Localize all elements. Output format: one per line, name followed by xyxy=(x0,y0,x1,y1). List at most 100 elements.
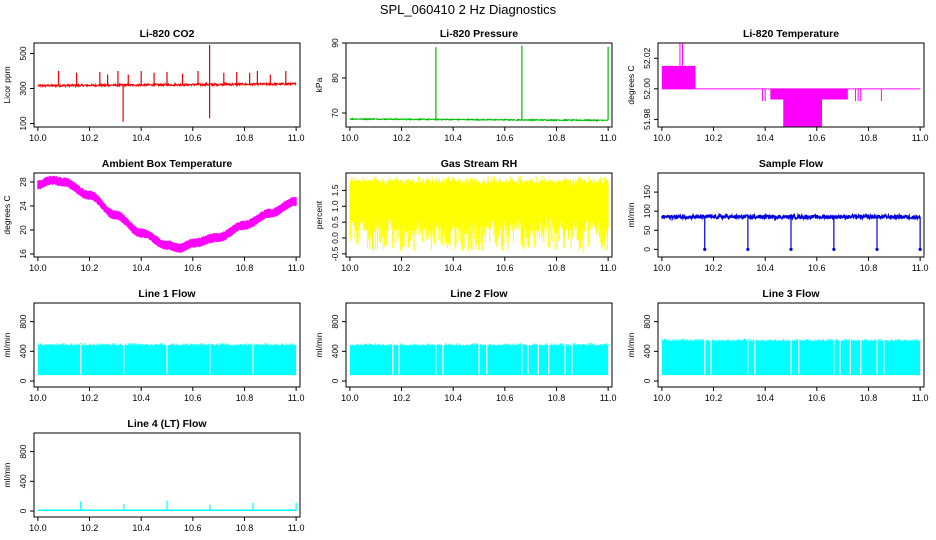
y-tick-label: 500 xyxy=(18,46,28,60)
chart-title: Gas Stream RH xyxy=(441,158,517,170)
x-tick-label: 11.0 xyxy=(288,523,305,533)
x-tick-label: 11.0 xyxy=(288,393,305,403)
x-tick-label: 10.2 xyxy=(705,133,723,143)
y-tick-label: 80 xyxy=(330,73,340,83)
y-tick-label: 1.0 xyxy=(330,200,340,212)
x-tick-label: 10.4 xyxy=(132,523,150,533)
y-tick-label: 0 xyxy=(642,247,652,252)
step-block xyxy=(783,99,822,127)
x-tick-label: 10.0 xyxy=(29,523,47,533)
x-axis: 10.0 10.2 10.4 10.6 10.8 11.0 xyxy=(341,127,617,143)
x-tick-label: 11.0 xyxy=(912,263,929,273)
x-tick-label: 10.4 xyxy=(132,133,150,143)
x-tick-label: 10.8 xyxy=(236,263,254,273)
plot-frame xyxy=(345,302,613,388)
dip-point xyxy=(703,247,707,251)
x-tick-label: 10.4 xyxy=(756,133,774,143)
x-axis: 10.0 10.2 10.4 10.6 10.8 11.0 xyxy=(341,387,617,403)
plot-frame xyxy=(33,42,301,128)
y-tick-label: 150 xyxy=(642,185,652,199)
x-tick-label: 10.4 xyxy=(444,133,462,143)
x-tick-label: 10.4 xyxy=(444,393,462,403)
y-tick-label: 0 xyxy=(18,378,28,383)
y-tick-label: 800 xyxy=(18,444,28,458)
y-tick-label: 24 xyxy=(18,201,28,211)
x-tick-label: 10.2 xyxy=(81,263,99,273)
data-series xyxy=(37,175,297,253)
dip-point xyxy=(832,247,836,251)
x-axis: 10.0 10.2 10.4 10.6 10.8 11.0 xyxy=(653,387,929,403)
x-tick-label: 10.8 xyxy=(236,133,254,143)
plot-frame xyxy=(657,42,925,128)
chart-panel-4: Ambient Box Temperature degrees C 10.0 10.2… xyxy=(2,158,305,273)
x-tick-label: 10.2 xyxy=(393,393,411,403)
x-tick-label: 10.0 xyxy=(341,393,359,403)
x-tick-label: 10.0 xyxy=(653,133,671,143)
y-tick-label: 28 xyxy=(18,177,28,187)
x-tick-label: 11.0 xyxy=(288,263,305,273)
y-axis-label: degrees C xyxy=(2,195,12,234)
y-tick-label: 800 xyxy=(642,314,652,328)
x-tick-label: 11.0 xyxy=(912,393,929,403)
chart-title: Line 1 Flow xyxy=(138,288,196,300)
y-axis-label: percent xyxy=(314,200,324,229)
dip-point xyxy=(918,247,922,251)
chart-panel-6: Sample Flow ml/min 10.0 10.2 10.4 10.6 10.8 11.… xyxy=(626,158,929,273)
chart-title: Li-820 CO2 xyxy=(140,28,195,40)
chart-title: Li-820 Temperature xyxy=(743,28,839,40)
y-axis: 0 400 800 xyxy=(330,314,346,383)
plot-frame xyxy=(33,302,301,388)
x-tick-label: 11.0 xyxy=(288,133,305,143)
x-tick-label: 10.4 xyxy=(132,263,150,273)
chart-title: Line 3 Flow xyxy=(762,288,820,300)
y-axis-label: degrees C xyxy=(626,65,636,104)
step-block xyxy=(661,65,696,89)
y-tick-label: 300 xyxy=(18,81,28,95)
x-tick-label: 10.8 xyxy=(548,133,566,143)
y-tick-label: 0 xyxy=(642,378,652,383)
series-line xyxy=(349,117,609,122)
y-tick-label: -0.5 xyxy=(330,246,340,261)
x-tick-label: 10.6 xyxy=(184,523,202,533)
y-tick-label: 50 xyxy=(642,225,652,235)
x-tick-label: 10.2 xyxy=(81,393,99,403)
y-tick-label: 1.5 xyxy=(330,184,340,196)
x-tick-label: 10.0 xyxy=(341,263,359,273)
data-series xyxy=(661,43,921,127)
x-axis: 10.0 10.2 10.4 10.6 10.8 11.0 xyxy=(29,257,305,273)
x-tick-label: 11.0 xyxy=(912,133,929,143)
y-axis: 0 400 800 xyxy=(642,314,658,383)
y-axis: 100 300 500 xyxy=(18,46,34,131)
x-tick-label: 10.8 xyxy=(236,523,254,533)
x-tick-label: 10.2 xyxy=(393,133,411,143)
x-tick-label: 10.8 xyxy=(548,393,566,403)
y-axis-label: ml/min xyxy=(2,462,12,487)
x-tick-label: 10.8 xyxy=(860,133,878,143)
x-tick-label: 10.6 xyxy=(184,393,202,403)
y-axis: 0 400 800 xyxy=(18,444,34,513)
chart-panel-3: Li-820 Temperature degrees C 10.0 10.2 10.4 1… xyxy=(626,28,929,143)
x-tick-label: 10.0 xyxy=(653,263,671,273)
x-tick-label: 11.0 xyxy=(600,263,617,273)
x-tick-label: 10.2 xyxy=(705,393,723,403)
y-axis-label: ml/min xyxy=(626,332,636,357)
y-tick-label: 51.98 xyxy=(642,108,652,130)
x-tick-label: 10.6 xyxy=(808,263,826,273)
y-axis: -0.5 0.0 0.5 1.0 1.5 xyxy=(330,184,346,261)
x-axis: 10.0 10.2 10.4 10.6 10.8 11.0 xyxy=(29,517,305,533)
chart-title: Ambient Box Temperature xyxy=(102,158,233,170)
y-tick-label: 0 xyxy=(330,378,340,383)
plot-frame xyxy=(345,172,613,258)
y-axis-label: kPa xyxy=(314,77,324,92)
plot-frame xyxy=(657,302,925,388)
x-tick-label: 11.0 xyxy=(600,133,617,143)
y-tick-label: 100 xyxy=(642,204,652,218)
x-tick-label: 10.8 xyxy=(548,263,566,273)
plot-frame xyxy=(33,432,301,518)
dip-point xyxy=(746,247,750,251)
data-series xyxy=(349,45,609,122)
x-tick-label: 10.8 xyxy=(860,393,878,403)
y-axis: 0 400 800 xyxy=(18,314,34,383)
x-tick-label: 10.6 xyxy=(808,133,826,143)
